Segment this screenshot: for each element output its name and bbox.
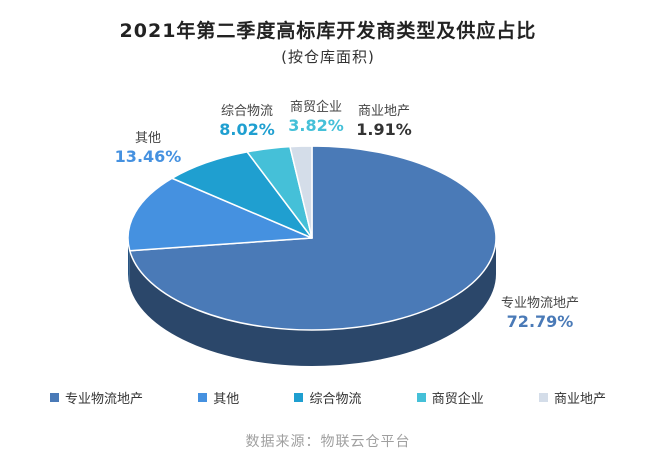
chart-title: 2021年第二季度高标库开发商类型及供应占比 — [119, 20, 537, 42]
slice-label-integrated-logistics-value: 8.02% — [219, 120, 275, 139]
legend-label-other: 其他 — [213, 392, 240, 407]
data-source-note: 数据来源：物联云仓平台 — [245, 434, 411, 450]
pie-slice-other — [127, 177, 313, 252]
legend-item-trading-company: 商贸企业 — [416, 388, 484, 407]
slice-label-commercial-real-estate-value: 1.91% — [356, 120, 412, 139]
legend-item-commercial-real-estate: 商业地产 — [538, 388, 606, 407]
legend-item-logistics-real-estate: 专业物流地产 — [50, 388, 143, 407]
pie-slice-logistics-real-estate — [129, 145, 497, 331]
legend-label-commercial-real-estate: 商业地产 — [553, 392, 606, 407]
legend-item-other: 其他 — [198, 388, 239, 407]
pie-slice-integrated-logistics — [171, 151, 313, 239]
legend-swatch-trading-company — [416, 393, 426, 402]
chart-legend: 专业物流地产 其他 综合物流 商贸企业 商业地产 — [50, 388, 606, 407]
slice-label-logistics-real-estate-name: 专业物流地产 — [500, 296, 579, 311]
legend-item-integrated-logistics: 综合物流 — [294, 388, 361, 407]
slice-label-trading-company-name: 商贸企业 — [289, 100, 342, 115]
legend-label-trading-company: 商贸企业 — [431, 392, 484, 407]
slice-label-commercial-real-estate-name: 商业地产 — [357, 104, 410, 119]
legend-swatch-other — [198, 393, 208, 402]
slice-label-logistics-real-estate-value: 72.79% — [506, 312, 574, 331]
legend-swatch-integrated-logistics — [294, 393, 304, 402]
legend-swatch-logistics-real-estate — [50, 393, 59, 402]
slice-label-trading-company: 商贸企业 3.82% — [276, 100, 356, 136]
slice-label-integrated-logistics-name: 综合物流 — [220, 104, 273, 119]
legend-label-integrated-logistics: 综合物流 — [309, 392, 362, 407]
chart-subtitle: (按仓库面积) — [281, 48, 375, 66]
pie-side-logistics-real-estate — [129, 238, 497, 367]
slice-label-commercial-real-estate: 商业地产 1.91% — [344, 104, 424, 140]
slice-label-other-value: 13.46% — [114, 147, 182, 166]
slice-label-trading-company-value: 3.82% — [288, 116, 344, 135]
slice-label-other-name: 其他 — [134, 131, 161, 146]
pie-slice-commercial-real-estate — [289, 145, 313, 239]
legend-label-logistics-real-estate: 专业物流地产 — [65, 392, 144, 407]
slice-label-logistics-real-estate: 专业物流地产 72.79% — [490, 296, 590, 332]
slice-label-integrated-logistics: 综合物流 8.02% — [207, 104, 287, 140]
legend-swatch-commercial-real-estate — [538, 393, 548, 402]
slice-label-other: 其他 13.46% — [108, 131, 188, 167]
